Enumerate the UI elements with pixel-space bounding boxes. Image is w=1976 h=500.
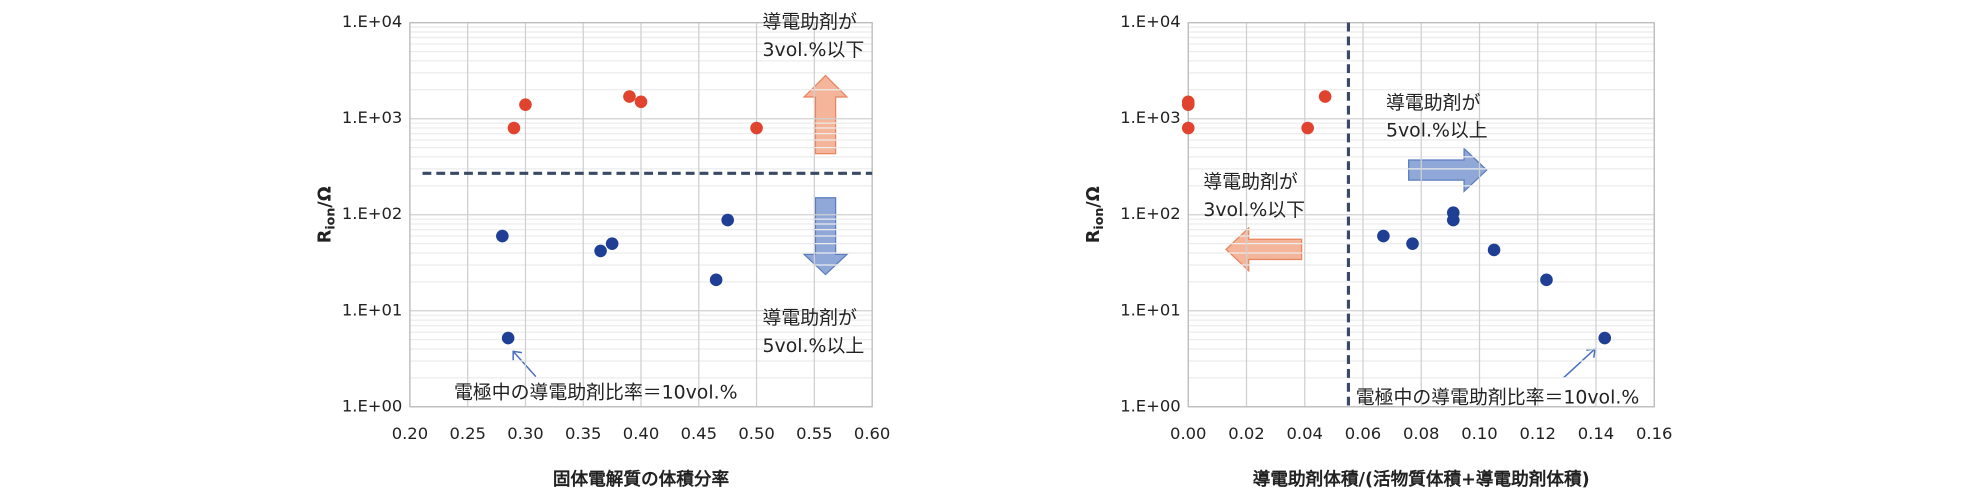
x-tick-label: 0.14 bbox=[1578, 424, 1614, 443]
y-tick-label: 1.E+01 bbox=[1120, 300, 1180, 319]
y-label-rest: /Ω bbox=[1084, 186, 1104, 207]
y-tick-label: 1.E+04 bbox=[342, 12, 402, 31]
plot-frame bbox=[409, 22, 873, 408]
point bbox=[1377, 229, 1390, 243]
x-tick-label: 0.08 bbox=[1403, 424, 1439, 443]
y-tick-label: 1.E+03 bbox=[342, 108, 402, 127]
y-axis-label: Rion/Ω bbox=[316, 186, 338, 243]
annotation: 電極中の導電助剤比率＝10vol.% bbox=[454, 381, 738, 403]
pointer-arrows bbox=[512, 347, 1596, 379]
x-tick-label: 0.60 bbox=[854, 424, 890, 443]
x-tick-label: 0.30 bbox=[507, 424, 543, 443]
x-axis-label: 固体電解質の体積分率 bbox=[553, 468, 730, 490]
point bbox=[519, 98, 532, 111]
x-tick-label: 0.04 bbox=[1287, 424, 1323, 443]
point bbox=[1540, 273, 1553, 287]
point bbox=[594, 244, 607, 258]
pointer-head bbox=[512, 350, 523, 361]
right-arrow bbox=[1408, 147, 1488, 193]
x-tick-label: 0.10 bbox=[1461, 424, 1497, 443]
y-label-rest: /Ω bbox=[316, 186, 336, 207]
y-label-sub: ion bbox=[322, 208, 337, 230]
left-arrow bbox=[1225, 226, 1303, 273]
x-tick-label: 0.12 bbox=[1520, 424, 1556, 443]
up-arrow bbox=[802, 74, 849, 155]
y-tick-label: 1.E+04 bbox=[1120, 12, 1180, 31]
chart: 1.E+00 1.E+01 1.E+02 1.E+03 1.E+04 0.00 0.02 0.… bbox=[1084, 12, 1673, 490]
annotation: 導電助剤が bbox=[763, 307, 857, 329]
y-label-main: R bbox=[316, 229, 336, 243]
point bbox=[507, 121, 521, 135]
x-tick-label: 0.40 bbox=[623, 424, 659, 443]
chart: 1.E+00 1.E+01 1.E+02 1.E+03 1.E+04 0.20 0.25 0.… bbox=[316, 11, 891, 490]
point bbox=[1487, 243, 1501, 257]
y-label-main: R bbox=[1084, 229, 1104, 243]
x-tick-label: 0.45 bbox=[681, 424, 717, 443]
point bbox=[1318, 90, 1332, 103]
point bbox=[496, 229, 509, 243]
annotation: 導電助剤が bbox=[1386, 92, 1480, 114]
point bbox=[1301, 121, 1314, 135]
annotation: 3vol.%以下 bbox=[763, 39, 865, 61]
point bbox=[709, 273, 723, 287]
point bbox=[605, 237, 619, 250]
plot-frame bbox=[1187, 22, 1655, 408]
x-tick-label: 0.25 bbox=[449, 424, 485, 443]
point bbox=[721, 213, 734, 227]
x-tick-label: 0.50 bbox=[738, 424, 774, 443]
y-axis-label: Rion/Ω bbox=[1084, 186, 1106, 243]
x-tick-label: 0.20 bbox=[392, 424, 428, 443]
point bbox=[1181, 98, 1195, 111]
annotation: 導電助剤が bbox=[763, 11, 857, 33]
annotation: 5vol.%以上 bbox=[1386, 119, 1488, 141]
point bbox=[750, 121, 763, 135]
x-tick-label: 0.02 bbox=[1228, 424, 1264, 443]
annotation: 5vol.%以上 bbox=[763, 335, 865, 357]
point bbox=[1598, 331, 1612, 345]
y-label-sub: ion bbox=[1090, 208, 1105, 230]
pointer bbox=[1563, 348, 1596, 379]
y-tick-label: 1.E+00 bbox=[1120, 396, 1180, 415]
pointer bbox=[512, 350, 537, 378]
point bbox=[501, 331, 515, 345]
point bbox=[1406, 237, 1419, 250]
y-tick-label: 1.E+01 bbox=[342, 300, 402, 319]
x-tick-label: 0.06 bbox=[1345, 424, 1381, 443]
y-tick-label: 1.E+00 bbox=[342, 396, 402, 415]
point bbox=[1181, 121, 1195, 135]
x-tick-label: 0.00 bbox=[1170, 424, 1206, 443]
point bbox=[634, 95, 648, 109]
x-tick-label: 0.55 bbox=[796, 424, 832, 443]
annotation: 電極中の導電助剤比率＝10vol.% bbox=[1356, 386, 1640, 408]
annotation: 3vol.%以下 bbox=[1203, 199, 1305, 221]
x-tick-label: 0.16 bbox=[1636, 424, 1672, 443]
y-tick-label: 1.E+02 bbox=[1120, 204, 1180, 223]
point bbox=[1446, 213, 1460, 227]
point bbox=[623, 90, 636, 103]
x-axis-label: 導電助剤体積/(活物質体積+導電助剤体積) bbox=[1253, 468, 1590, 490]
y-tick-label: 1.E+02 bbox=[342, 204, 402, 223]
x-tick-label: 0.35 bbox=[565, 424, 601, 443]
y-tick-label: 1.E+03 bbox=[1120, 108, 1180, 127]
annotation: 導電助剤が bbox=[1203, 171, 1297, 193]
